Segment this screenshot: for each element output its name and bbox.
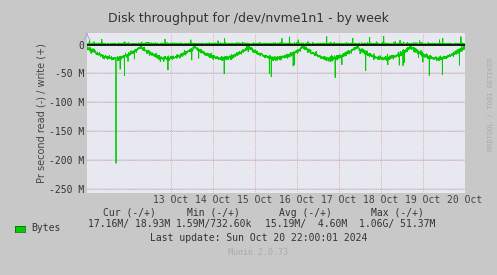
- Text: Bytes: Bytes: [31, 223, 60, 233]
- Y-axis label: Pr second read (-) / write (+): Pr second read (-) / write (+): [36, 43, 46, 183]
- Text: RRDTOOL / TOBI OETIKER: RRDTOOL / TOBI OETIKER: [488, 58, 494, 151]
- Text: 15.19M/  4.60M: 15.19M/ 4.60M: [264, 219, 347, 229]
- Text: Min (-/+): Min (-/+): [187, 208, 240, 218]
- Text: Last update: Sun Oct 20 22:00:01 2024: Last update: Sun Oct 20 22:00:01 2024: [150, 233, 367, 243]
- Text: Munin 2.0.73: Munin 2.0.73: [229, 248, 288, 257]
- Text: 17.16M/ 18.93M: 17.16M/ 18.93M: [88, 219, 170, 229]
- Text: Max (-/+): Max (-/+): [371, 208, 424, 218]
- Text: Disk throughput for /dev/nvme1n1 - by week: Disk throughput for /dev/nvme1n1 - by we…: [108, 12, 389, 25]
- Text: 1.06G/ 51.37M: 1.06G/ 51.37M: [359, 219, 436, 229]
- Text: Avg (-/+): Avg (-/+): [279, 208, 332, 218]
- Text: 1.59M/732.60k: 1.59M/732.60k: [175, 219, 252, 229]
- Text: Cur (-/+): Cur (-/+): [103, 208, 156, 218]
